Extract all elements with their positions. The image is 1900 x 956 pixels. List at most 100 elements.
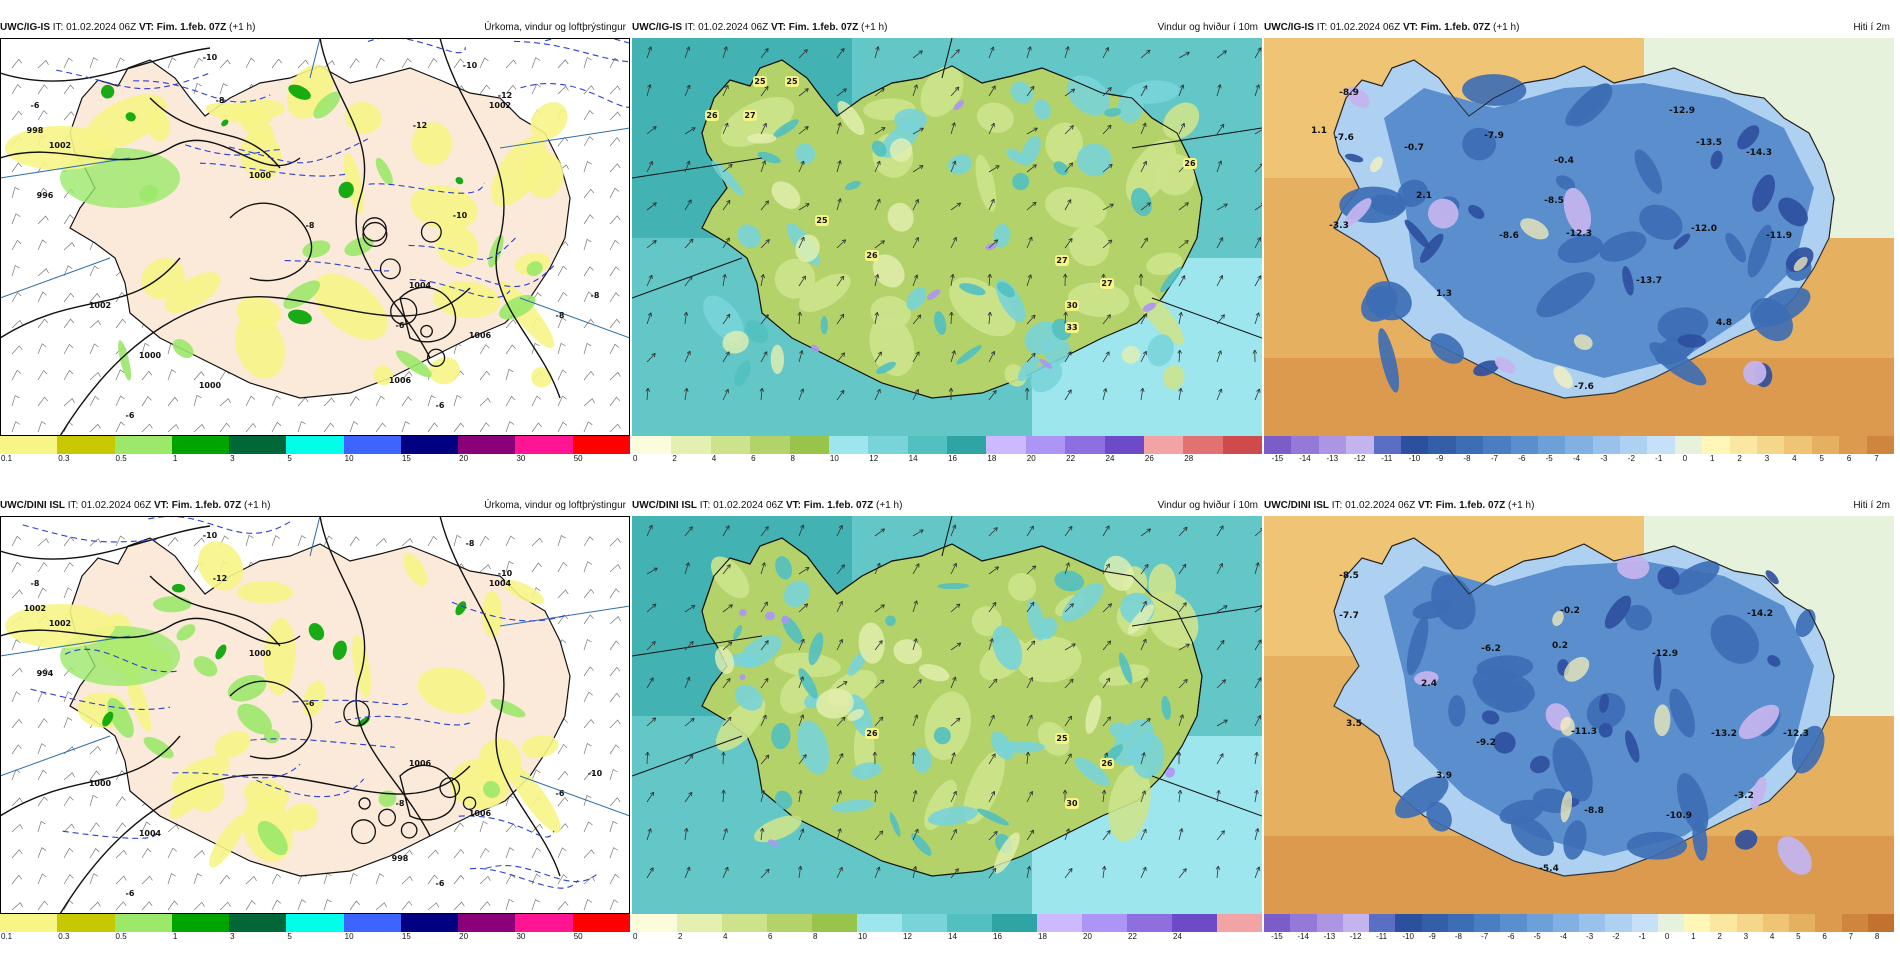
colorbar-swatch: [857, 914, 902, 932]
gust-label: 26: [706, 111, 718, 120]
temperature-label: -6: [306, 699, 315, 708]
init-time: IT: 01.02.2024 06Z: [1317, 22, 1400, 33]
colorbar-swatch: [1500, 914, 1526, 932]
isobar-label: 1000: [139, 351, 162, 360]
temperature-label: -6: [126, 411, 135, 420]
colorbar-swatch: [1684, 914, 1710, 932]
temperature-value: -14.2: [1747, 609, 1773, 619]
init-time: IT: 01.02.2024 06Z: [53, 22, 136, 33]
colorbar-swatch: [1812, 436, 1839, 454]
panel-precip-bottom: UWC/DINI ISL IT: 01.02.2024 06Z VT: Fim.…: [0, 496, 630, 956]
isobar-label: 1004: [409, 281, 432, 290]
colorbar-swatch: [1037, 914, 1082, 932]
colorbar-tick-label: 16: [993, 932, 1002, 941]
colorbar-swatch: [1815, 914, 1841, 932]
panel-temp-bottom: UWC/DINI ISL IT: 01.02.2024 06Z VT: Fim.…: [1264, 496, 1894, 956]
colorbar-swatch: [908, 436, 947, 454]
colorbar-swatch: [0, 914, 57, 932]
colorbar-swatch: [1082, 914, 1127, 932]
colorbar-tick-label: 1: [1710, 454, 1714, 463]
colorbar-tick-label: -3: [1586, 932, 1593, 941]
colorbar-tick-label: 14: [909, 454, 918, 463]
colorbar-tick-label: 3: [230, 454, 234, 463]
colorbar-swatch: [1483, 436, 1510, 454]
valid-label: VT:: [786, 500, 801, 511]
gust-label: 26: [1101, 759, 1113, 768]
colorbar-tick-label: 18: [987, 454, 996, 463]
colorbar-swatch: [1647, 436, 1674, 454]
panel-header: UWC/DINI ISL IT: 01.02.2024 06Z VT: Fim.…: [1264, 496, 1894, 516]
colorbar-swatch: [1658, 914, 1684, 932]
colorbar-tick-label: 0: [633, 454, 637, 463]
model-name: UWC/IG-IS: [0, 22, 50, 33]
valid-time: Fim. 1.feb. 07Z: [172, 500, 241, 511]
gust-label: 25: [816, 216, 828, 225]
colorbar-tick-label: 26: [1145, 454, 1154, 463]
colorbar-swatch: [1620, 436, 1647, 454]
temperature-value: -11.9: [1766, 231, 1792, 241]
colorbar-swatch: [172, 436, 229, 454]
colorbar-swatch: [1605, 914, 1631, 932]
temperature-value: -13.7: [1636, 276, 1662, 286]
colorbar-swatch: [515, 436, 572, 454]
colorbar-swatch: [1593, 436, 1620, 454]
colorbar-tick-label: 14: [948, 932, 957, 941]
colorbar-tick-label: -12: [1350, 932, 1362, 941]
colorbar-swatch: [1026, 436, 1065, 454]
colorbar-tick-label: -9: [1436, 454, 1443, 463]
temperature-value: -7.7: [1339, 611, 1359, 621]
valid-label: VT:: [771, 22, 786, 33]
temperature-label: -8: [31, 579, 40, 588]
colorbar-swatch: [115, 914, 172, 932]
colorbar-swatch: [1217, 914, 1262, 932]
colorbar-swatch: [1428, 436, 1455, 454]
colorbar-swatch: [1395, 914, 1421, 932]
temperature-value: -8.6: [1499, 231, 1519, 241]
isobar-label: 1006: [469, 809, 492, 818]
colorbar-tick-label: -10: [1402, 932, 1414, 941]
valid-label: VT:: [154, 500, 169, 511]
colorbar-swatch: [1105, 436, 1144, 454]
colorbar-swatch: [115, 436, 172, 454]
valid-time: Fim. 1.feb. 07Z: [789, 22, 858, 33]
temperature-value: -12.3: [1783, 729, 1809, 739]
colorbar-tick-label: 10: [830, 454, 839, 463]
panel-wind-top: UWC/IG-IS IT: 01.02.2024 06Z VT: Fim. 1.…: [632, 18, 1262, 478]
colorbar-swatch: [1511, 436, 1538, 454]
temperature-label: -10: [463, 61, 478, 70]
temperature-value: -3.3: [1329, 221, 1349, 231]
colorbar-swatch: [573, 436, 630, 454]
colorbar-swatch: [1290, 914, 1316, 932]
colorbar-tick-label: -15: [1271, 932, 1283, 941]
colorbar-tick-label: 2: [678, 932, 682, 941]
colorbar-tick-label: 20: [1083, 932, 1092, 941]
colorbar-tick-label: -1: [1639, 932, 1646, 941]
colorbar-tick-label: 3: [230, 932, 234, 941]
colorbar-tick-label: 10: [345, 454, 354, 463]
colorbar-swatch: [1127, 914, 1172, 932]
colorbar-tick-label: 20: [459, 454, 468, 463]
colorbar-tick-label: 12: [869, 454, 878, 463]
wind-arrow: [723, 752, 724, 764]
colorbar-tick-label: -7: [1481, 932, 1488, 941]
colorbar-tick-label: 50: [574, 932, 583, 941]
colorbar-tick-label: 10: [858, 932, 867, 941]
panel-title: Hiti í 2m: [1853, 496, 1890, 516]
colorbar-tick-label: 2: [1737, 454, 1741, 463]
temperature-label: -6: [31, 101, 40, 110]
temperature-value: -8.5: [1544, 196, 1564, 206]
colorbar-swatch: [1317, 914, 1343, 932]
temperature-label: -6: [556, 789, 565, 798]
isobar-label: 996: [37, 191, 54, 200]
colorbar-tick-label: 8: [791, 454, 795, 463]
colorbar-tick-label: 0: [633, 932, 637, 941]
gust-label: 27: [744, 111, 755, 120]
panel-header: UWC/IG-IS IT: 01.02.2024 06Z VT: Fim. 1.…: [0, 18, 630, 38]
colorbar-swatch: [1553, 914, 1579, 932]
colorbar-swatch: [677, 914, 722, 932]
panel-title: Vindur og hviður í 10m: [1158, 18, 1258, 38]
colorbar-tick-label: -13: [1324, 932, 1336, 941]
colorbar-tick-label: -5: [1534, 932, 1541, 941]
colorbar-swatch: [1343, 914, 1369, 932]
